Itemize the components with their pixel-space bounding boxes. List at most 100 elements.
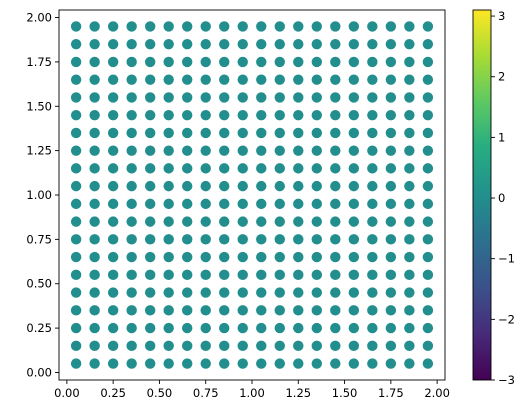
y-tick-label: 1.75 xyxy=(26,55,52,69)
scatter-point-2-18 xyxy=(404,322,415,334)
scatter-point-18-6 xyxy=(182,38,193,50)
scatter-point-16-13 xyxy=(311,74,322,85)
scatter-point-5-9 xyxy=(237,269,248,281)
scatter-point-19-18 xyxy=(404,21,415,32)
scatter-point-11-2 xyxy=(107,163,119,174)
scatter-point-17-12 xyxy=(293,56,304,68)
scatter-point-13-18 xyxy=(404,127,415,139)
scatter-point-11-13 xyxy=(311,163,322,174)
scatter-point-13-7 xyxy=(200,127,211,139)
scatter-point-2-6 xyxy=(182,322,193,334)
scatter-point-13-3 xyxy=(126,127,137,139)
scatter-point-13-10 xyxy=(256,127,267,139)
scatter-point-18-15 xyxy=(348,38,360,50)
scatter-point-0-9 xyxy=(237,358,248,369)
scatter-point-16-14 xyxy=(330,74,341,85)
scatter-point-2-1 xyxy=(89,322,100,334)
scatter-point-8-13 xyxy=(311,216,322,227)
scatter-point-2-9 xyxy=(237,322,248,334)
scatter-point-13-4 xyxy=(144,127,156,139)
scatter-point-3-15 xyxy=(348,305,360,316)
scatter-point-6-0 xyxy=(70,251,82,263)
scatter-point-19-10 xyxy=(256,21,267,32)
scatter-point-16-19 xyxy=(422,74,434,85)
scatter-point-2-7 xyxy=(200,322,211,334)
scatter-point-14-8 xyxy=(219,109,230,121)
scatter-point-3-17 xyxy=(385,305,397,316)
colorbar-tick-label: 3 xyxy=(498,9,505,23)
scatter-point-18-1 xyxy=(89,38,100,50)
scatter-point-7-1 xyxy=(89,234,100,245)
scatter-point-3-10 xyxy=(256,305,267,316)
scatter-point-6-19 xyxy=(422,251,434,263)
scatter-point-5-18 xyxy=(404,269,415,281)
scatter-point-9-17 xyxy=(385,198,397,210)
scatter-point-17-7 xyxy=(200,56,211,68)
x-tick-label: 0.75 xyxy=(193,386,219,400)
scatter-point-11-1 xyxy=(89,163,100,174)
scatter-point-2-15 xyxy=(348,322,360,334)
scatter-point-11-7 xyxy=(200,163,211,174)
scatter-point-6-4 xyxy=(144,251,156,263)
scatter-point-0-4 xyxy=(144,358,156,369)
scatter-point-16-12 xyxy=(293,74,304,85)
scatter-point-4-13 xyxy=(311,287,322,298)
scatter-point-19-13 xyxy=(311,21,322,32)
scatter-point-13-9 xyxy=(237,127,248,139)
scatter-point-6-18 xyxy=(404,251,415,263)
scatter-point-9-4 xyxy=(144,198,156,210)
scatter-point-12-4 xyxy=(144,145,156,156)
colorbar-tick-label: −1 xyxy=(498,252,515,266)
scatter-point-17-8 xyxy=(219,56,230,68)
scatter-point-19-16 xyxy=(367,21,378,32)
scatter-point-9-15 xyxy=(348,198,360,210)
scatter-point-7-14 xyxy=(330,234,341,245)
x-tick-label: 0.25 xyxy=(100,386,126,400)
scatter-point-18-8 xyxy=(219,38,230,50)
scatter-point-5-3 xyxy=(126,269,137,281)
scatter-point-16-6 xyxy=(182,74,193,85)
scatter-point-11-4 xyxy=(144,163,156,174)
scatter-point-1-18 xyxy=(404,340,415,352)
scatter-point-15-6 xyxy=(182,92,193,103)
scatter-point-18-2 xyxy=(107,38,119,50)
scatter-point-8-12 xyxy=(293,216,304,227)
scatter-point-16-18 xyxy=(404,74,415,85)
scatter-point-14-3 xyxy=(126,109,137,121)
scatter-point-13-16 xyxy=(367,127,378,139)
y-axis-ticks: 0.00 0.25 0.50 0.75 1.00 1.25 1.50 1.75 2.00 xyxy=(26,11,59,379)
scatter-point-16-7 xyxy=(200,74,211,85)
scatter-point-0-18 xyxy=(404,358,415,369)
scatter-point-7-12 xyxy=(293,234,304,245)
scatter-point-16-10 xyxy=(256,74,267,85)
scatter-point-10-1 xyxy=(89,180,100,192)
scatter-point-1-16 xyxy=(367,340,378,352)
scatter-point-6-14 xyxy=(330,251,341,263)
scatter-point-4-8 xyxy=(219,287,230,298)
scatter-point-14-17 xyxy=(385,109,397,121)
scatter-point-4-12 xyxy=(293,287,304,298)
colorbar-tick-label: −2 xyxy=(498,312,515,326)
colorbar xyxy=(473,10,491,380)
scatter-point-10-18 xyxy=(404,180,415,192)
scatter-point-12-17 xyxy=(385,145,397,156)
scatter-point-9-9 xyxy=(237,198,248,210)
scatter-point-18-9 xyxy=(237,38,248,50)
scatter-point-10-14 xyxy=(330,180,341,192)
scatter-point-2-14 xyxy=(330,322,341,334)
scatter-point-3-3 xyxy=(126,305,137,316)
scatter-point-9-13 xyxy=(311,198,322,210)
scatter-point-19-3 xyxy=(126,21,137,32)
scatter-point-11-5 xyxy=(163,163,174,174)
scatter-point-8-10 xyxy=(256,216,267,227)
scatter-point-10-11 xyxy=(274,180,285,192)
scatter-point-8-15 xyxy=(348,216,360,227)
scatter-point-9-18 xyxy=(404,198,415,210)
scatter-point-13-19 xyxy=(422,127,434,139)
scatter-point-11-12 xyxy=(293,163,304,174)
scatter-point-1-9 xyxy=(237,340,248,352)
scatter-point-9-6 xyxy=(182,198,193,210)
scatter-point-14-18 xyxy=(404,109,415,121)
x-tick-label: 1.75 xyxy=(378,386,404,400)
scatter-point-14-15 xyxy=(348,109,360,121)
